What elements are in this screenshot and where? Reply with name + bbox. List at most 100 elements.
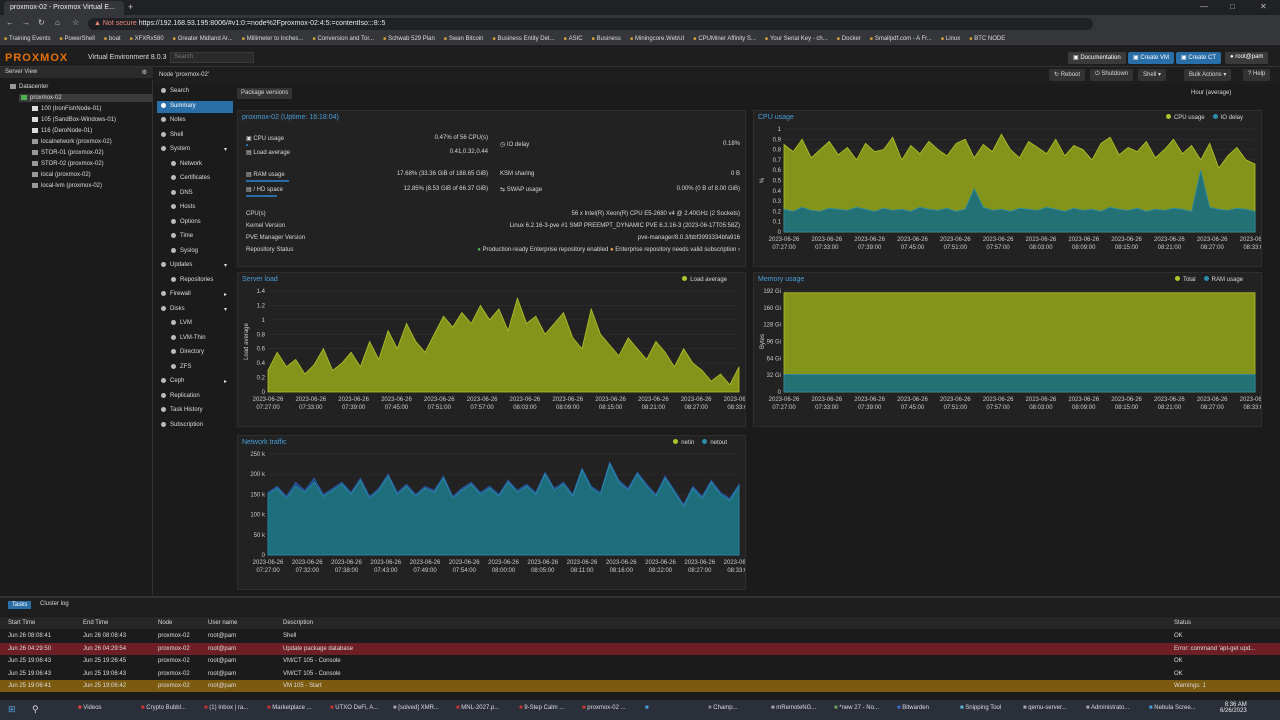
legend-label[interactable]: netout <box>710 440 727 446</box>
bookmark-item[interactable]: PowerShell <box>60 36 95 42</box>
help-button[interactable]: ? Help <box>1243 69 1271 81</box>
taskbar-item[interactable]: ■ mRemoteNG... <box>771 705 816 711</box>
forward-icon[interactable]: → <box>22 18 30 27</box>
task-row[interactable]: Jun 25 19:06:41 Jun 25 19:06:42 proxmox-02… <box>0 680 1280 692</box>
menu-item-dns[interactable]: DNS <box>157 188 233 200</box>
task-row[interactable]: Jun 25 19:06:43 Jun 25 19:26:45 proxmox-02… <box>0 655 1280 667</box>
taskbar-item[interactable]: ■ *new 27 - No... <box>834 705 879 711</box>
legend-swatch[interactable] <box>1212 114 1218 119</box>
bookmark-item[interactable]: Swan Bitcoin <box>444 36 484 42</box>
tree-item[interactable]: proxmox-02 <box>19 94 153 103</box>
taskbar-item[interactable]: ■ Marketplace ... <box>267 705 312 711</box>
menu-item-directory[interactable]: Directory <box>157 347 233 359</box>
close-window-icon[interactable]: ✕ <box>1260 2 1267 11</box>
table-header-cell[interactable]: Start Time <box>8 620 36 626</box>
tree-item[interactable]: Datacenter <box>8 83 153 91</box>
table-header-cell[interactable]: Description <box>283 620 314 626</box>
menu-item-summary[interactable]: Summary <box>157 100 233 113</box>
menu-item-notes[interactable]: Notes <box>157 115 233 127</box>
bulk-actions-button[interactable]: Bulk Actions ▾ <box>1184 69 1232 81</box>
legend-swatch[interactable] <box>1165 114 1171 119</box>
new-tab-icon[interactable]: + <box>128 2 134 12</box>
menu-item-replication[interactable]: Replication <box>157 391 233 403</box>
taskbar-item[interactable]: ■ (1) Inbox | ra... <box>204 705 248 711</box>
taskbar-item[interactable]: ■ 9-Step Calm ... <box>519 705 564 711</box>
tree-item[interactable]: 116 (DeroNode-01) <box>30 127 153 135</box>
legend-swatch[interactable] <box>673 439 679 444</box>
taskbar-item[interactable]: ■ Videos <box>78 705 102 711</box>
bookmark-star-icon[interactable]: ☆ <box>72 18 80 27</box>
menu-item-search[interactable]: Search <box>157 86 233 98</box>
menu-item-disks[interactable]: Disks ▾ <box>157 304 233 316</box>
legend-swatch[interactable] <box>1203 276 1209 281</box>
bookmark-item[interactable]: Linux <box>941 36 960 42</box>
home-icon[interactable]: ⌂ <box>55 18 60 27</box>
legend-swatch[interactable] <box>1174 276 1180 281</box>
taskbar-item[interactable]: ■ MNL-2027.p... <box>456 705 499 711</box>
windows-start-icon[interactable]: ⊞ <box>8 704 16 714</box>
menu-item-task-history[interactable]: Task History <box>157 405 233 417</box>
tree-item[interactable]: 100 (IronFishNode-01) <box>30 105 153 113</box>
menu-item-system[interactable]: System ▾ <box>157 144 233 156</box>
bookmark-item[interactable]: CPUMiner Affinity S... <box>693 36 756 42</box>
cluster-log-tab[interactable]: Cluster log <box>40 601 69 607</box>
url-field[interactable]: ▲ Not secure https://192.168.93.195:8006… <box>88 18 1093 30</box>
bookmark-item[interactable]: XFXRx580 <box>130 36 164 42</box>
taskbar-item[interactable]: ■ Administrato... <box>1086 705 1129 711</box>
tree-item[interactable]: local-lvm (proxmox-02) <box>30 182 153 190</box>
legend-label[interactable]: netin <box>681 440 695 446</box>
tree-item[interactable]: localnetwork (proxmox-02) <box>30 138 153 146</box>
menu-item-lvm-thin[interactable]: LVM-Thin <box>157 333 233 345</box>
legend-swatch[interactable] <box>682 276 688 281</box>
bookmark-item[interactable]: Miningcore.WebUI <box>630 36 684 42</box>
server-view-selector[interactable]: Server View ⚙ <box>0 67 153 78</box>
gear-icon[interactable]: ⚙ <box>141 70 147 76</box>
bookmark-item[interactable]: BTC NODE <box>969 36 1005 42</box>
taskbar-item[interactable]: ■ [solved] XMR... <box>393 705 439 711</box>
bookmark-item[interactable]: boat <box>104 36 121 42</box>
bookmark-item[interactable]: Docker <box>837 36 861 42</box>
reload-icon[interactable]: ↻ <box>38 18 45 27</box>
menu-item-time[interactable]: Time <box>157 231 233 243</box>
legend-label[interactable]: IO delay <box>1220 115 1243 121</box>
user-menu-button[interactable]: ● root@pam <box>1225 52 1269 64</box>
table-header-cell[interactable]: User name <box>208 620 238 626</box>
menu-item-subscription[interactable]: Subscription <box>157 420 233 432</box>
tree-item[interactable]: local (proxmox-02) <box>30 171 153 179</box>
bookmark-item[interactable]: Training Events <box>4 36 51 42</box>
task-row[interactable]: Jun 26 04:29:50 Jun 26 04:29:54 proxmox-02… <box>0 642 1280 655</box>
menu-item-syslog[interactable]: Syslog <box>157 246 233 258</box>
bookmark-item[interactable]: Business <box>592 36 621 42</box>
tree-item[interactable]: 105 (SandBox-Windows-01) <box>30 116 153 124</box>
reboot-button[interactable]: ↻ Reboot <box>1049 69 1086 81</box>
legend-swatch[interactable] <box>702 439 708 444</box>
tasks-tab[interactable]: Tasks <box>8 601 32 609</box>
menu-item-firewall[interactable]: Firewall ▸ <box>157 289 233 301</box>
repo-status-value[interactable]: ● Production-ready Enterprise repository… <box>438 247 740 253</box>
create-vm-button[interactable]: ▣ Create VM <box>1128 52 1175 64</box>
timeframe-select[interactable]: Hour (average) <box>1185 88 1265 99</box>
documentation-button[interactable]: ▣ Documentation <box>1068 52 1126 64</box>
bookmark-item[interactable]: ASIC <box>564 36 583 42</box>
menu-item-certificates[interactable]: Certificates <box>157 173 233 185</box>
menu-item-options[interactable]: Options <box>157 217 233 229</box>
bookmark-item[interactable]: Business Entity Det... <box>493 36 555 42</box>
tree-item[interactable]: STOR-02 (proxmox-02) <box>30 160 153 168</box>
taskbar-item[interactable]: ■ proxmox-02 ... <box>582 705 626 711</box>
create-ct-button[interactable]: ▣ Create CT <box>1176 52 1222 64</box>
bookmark-item[interactable]: Millimeter to Inches... <box>242 36 304 42</box>
menu-item-updates[interactable]: Updates ▾ <box>157 260 233 272</box>
shell-button[interactable]: Shell ▾ <box>1138 69 1167 81</box>
menu-item-network[interactable]: Network <box>157 159 233 171</box>
menu-item-ceph[interactable]: Ceph ▸ <box>157 376 233 388</box>
search-icon[interactable]: ⚲ <box>32 704 39 714</box>
back-icon[interactable]: ← <box>6 18 14 27</box>
bookmark-item[interactable]: Conversion and Tor... <box>312 36 374 42</box>
table-header-cell[interactable]: Status <box>1174 620 1192 626</box>
maximize-icon[interactable]: □ <box>1230 2 1235 11</box>
legend-label[interactable]: CPU usage <box>1173 115 1205 121</box>
menu-item-repositories[interactable]: Repositories <box>157 275 233 287</box>
task-row[interactable]: Jun 25 19:06:43 Jun 25 19:06:43 proxmox-02… <box>0 668 1280 680</box>
taskbar-item[interactable]: ■ UTXO DeFi, A... <box>330 705 378 711</box>
table-header-cell[interactable]: End Time <box>83 620 109 626</box>
